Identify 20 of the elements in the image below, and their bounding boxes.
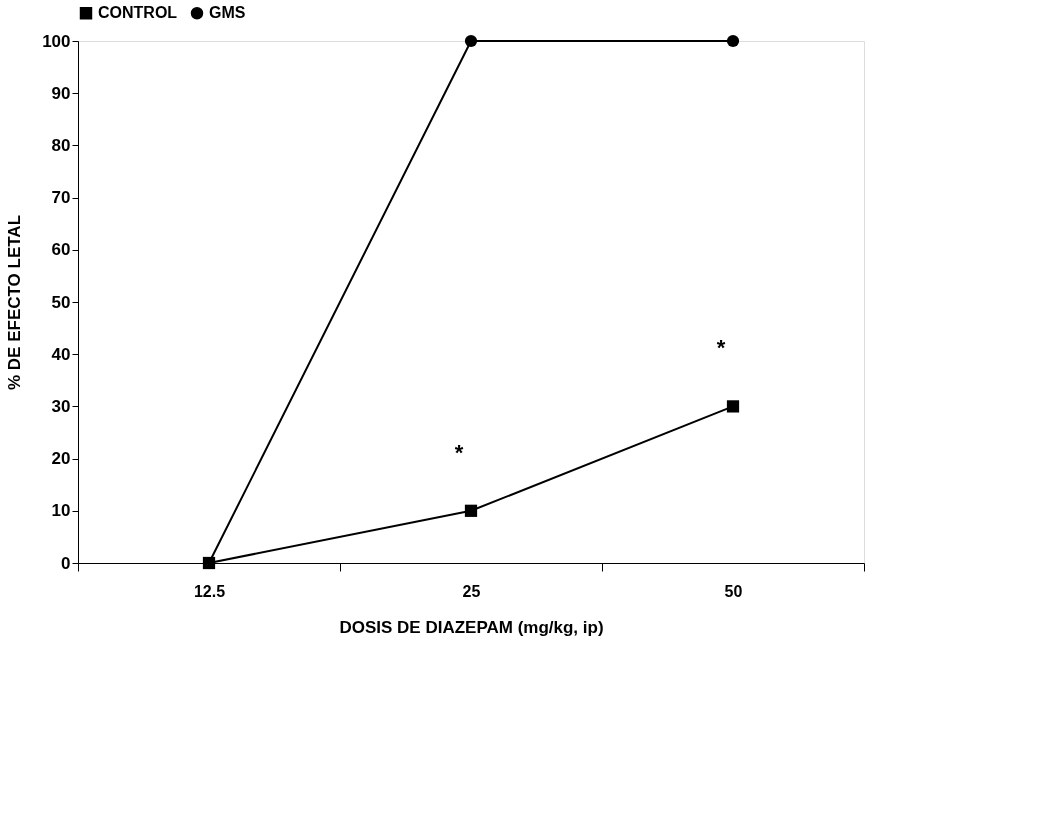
y-axis-title: % DE EFECTO LETAL bbox=[5, 214, 25, 391]
x-tick-label: 50 bbox=[724, 582, 743, 600]
y-tick-label: 90 bbox=[51, 83, 71, 103]
y-tick-label: 0 bbox=[61, 553, 71, 573]
y-tick-label: 60 bbox=[51, 240, 71, 260]
y-tick-label: 80 bbox=[51, 135, 71, 155]
legend-label: CONTROL bbox=[98, 4, 178, 22]
annotation: * bbox=[454, 439, 464, 465]
x-axis-title: DOSIS DE DIAZEPAM (mg/kg, ip) bbox=[339, 617, 604, 637]
x-tick-label: 12.5 bbox=[193, 582, 226, 600]
y-tick-label: 100 bbox=[42, 31, 71, 51]
y-tick-label: 20 bbox=[51, 449, 71, 469]
y-tick-label: 50 bbox=[51, 292, 71, 312]
y-tick-label: 70 bbox=[51, 188, 71, 208]
annotation: * bbox=[716, 335, 726, 361]
y-tick-label: 10 bbox=[51, 501, 71, 521]
x-tick-label: 25 bbox=[462, 582, 481, 600]
y-tick-label: 40 bbox=[51, 344, 71, 364]
legend-label: GMS bbox=[209, 4, 246, 22]
y-tick-label: 30 bbox=[51, 396, 71, 416]
